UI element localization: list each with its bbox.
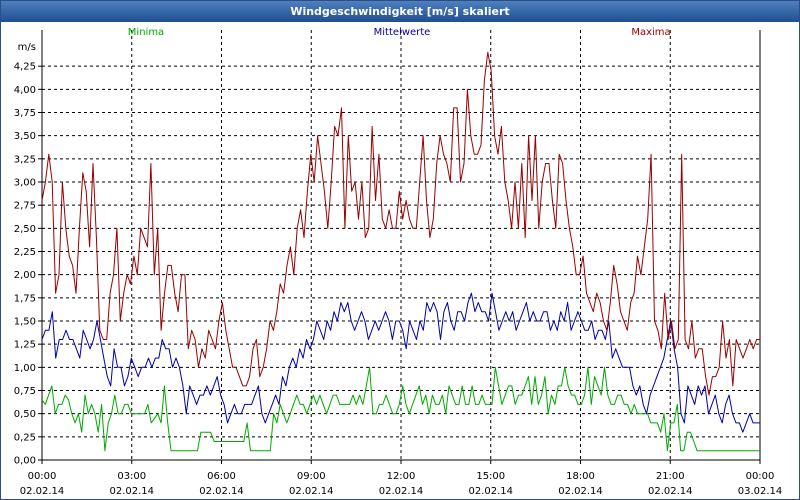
y-tick-label: 1,00 [14, 363, 36, 374]
y-tick-label: 2,25 [14, 247, 36, 258]
y-tick-labels: 0,00 0,25 0,50 0,75 1,00 1,25 1,50 1,75 2,00 2,25… [14, 42, 36, 467]
y-tick-label: 3,25 [14, 154, 36, 165]
x-tick-time-label: 00:00 [28, 471, 57, 482]
x-tick-date-label: 02.02.14 [468, 486, 513, 497]
legend-label-minima: Minima [128, 27, 164, 38]
y-tick-label: 0,25 [14, 432, 36, 443]
x-tick-time-label: 00:00 [746, 471, 775, 482]
y-axis-unit-label: m/s [18, 42, 36, 53]
y-tick-label: 3,50 [14, 131, 36, 142]
y-tick-label: 1,50 [14, 317, 36, 328]
window-title: Windgeschwindigkeit [m/s] skaliert [290, 5, 510, 18]
series-line-maxima [41, 51, 760, 396]
x-tick-time-label: 15:00 [476, 471, 505, 482]
y-tick-label: 3,00 [14, 178, 36, 189]
x-tick-time-label: 03:00 [117, 471, 146, 482]
x-tick-date-label: 02.02.14 [289, 486, 334, 497]
series-line-minima [41, 366, 760, 452]
y-tick-label: 0,00 [14, 456, 36, 467]
x-tick-date-label: 02.02.14 [109, 486, 154, 497]
y-tick-label: 2,00 [14, 270, 36, 281]
legend-label-maxima: Maxima [631, 27, 670, 38]
y-tick-label: 2,50 [14, 224, 36, 235]
y-tick-label: 0,75 [14, 386, 36, 397]
y-tick-label: 4,00 [14, 85, 36, 96]
x-tick-date-label: 03.02.14 [738, 486, 783, 497]
x-tick-date-label: 02.02.14 [379, 486, 424, 497]
x-tick-time-label: 06:00 [207, 471, 236, 482]
axes [38, 30, 761, 464]
y-tick-label: 0,50 [14, 409, 36, 420]
x-tick-time-label: 12:00 [387, 471, 416, 482]
series-line-mittelwerte [41, 292, 760, 433]
y-tick-label: 1,25 [14, 340, 36, 351]
x-tick-time-label: 09:00 [297, 471, 326, 482]
y-tick-label: 1,75 [14, 293, 36, 304]
x-tick-date-label: 02.02.14 [20, 486, 65, 497]
x-tick-labels: 00:00 02.02.14 03:00 02.02.14 06:00 02.02.14 0… [20, 471, 783, 497]
y-tick-label: 4,25 [14, 62, 36, 73]
x-tick-date-label: 02.02.14 [199, 486, 244, 497]
series-lines [41, 51, 760, 452]
x-tick-date-label: 02.02.14 [558, 486, 603, 497]
y-tick-label: 3,75 [14, 108, 36, 119]
title-bar: Windgeschwindigkeit [m/s] skaliert [1, 1, 799, 22]
x-tick-time-label: 18:00 [566, 471, 595, 482]
legend: Minima Mittelwerte Maxima [128, 27, 671, 38]
y-tick-label: 2,75 [14, 201, 36, 212]
x-tick-date-label: 02.02.14 [648, 486, 693, 497]
x-tick-time-label: 21:00 [656, 471, 685, 482]
legend-label-mittelwerte: Mittelwerte [374, 27, 431, 38]
